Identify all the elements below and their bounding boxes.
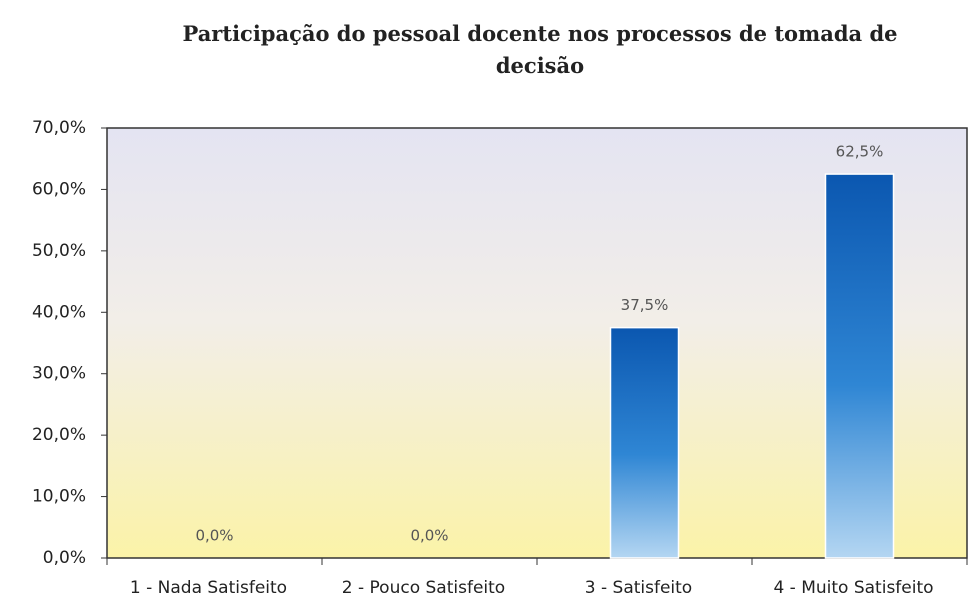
y-tick-label: 30,0% xyxy=(32,364,86,384)
y-tick-label: 10,0% xyxy=(32,487,86,507)
x-tick-label: 1 - Nada Satisfeito xyxy=(130,578,287,598)
value-label: 37,5% xyxy=(621,296,669,314)
plot-area xyxy=(106,127,968,559)
value-label: 62,5% xyxy=(836,143,884,161)
y-tick-label: 50,0% xyxy=(32,241,86,261)
value-label: 0,0% xyxy=(410,527,448,545)
x-tick-label: 2 - Pouco Satisfeito xyxy=(342,578,505,598)
y-tick-label: 40,0% xyxy=(32,302,86,322)
bar xyxy=(824,173,895,559)
y-tick-label: 20,0% xyxy=(32,425,86,445)
chart-title: Participação do pessoal docente nos proc… xyxy=(182,21,898,78)
x-tick-label: 3 - Satisfeito xyxy=(585,578,692,598)
y-tick-label: 70,0% xyxy=(32,118,86,138)
x-tick-label: 4 - Muito Satisfeito xyxy=(773,578,933,598)
y-tick-label: 0,0% xyxy=(43,548,86,568)
value-label: 0,0% xyxy=(195,527,233,545)
bar xyxy=(609,326,680,559)
y-tick-label: 60,0% xyxy=(32,179,86,199)
